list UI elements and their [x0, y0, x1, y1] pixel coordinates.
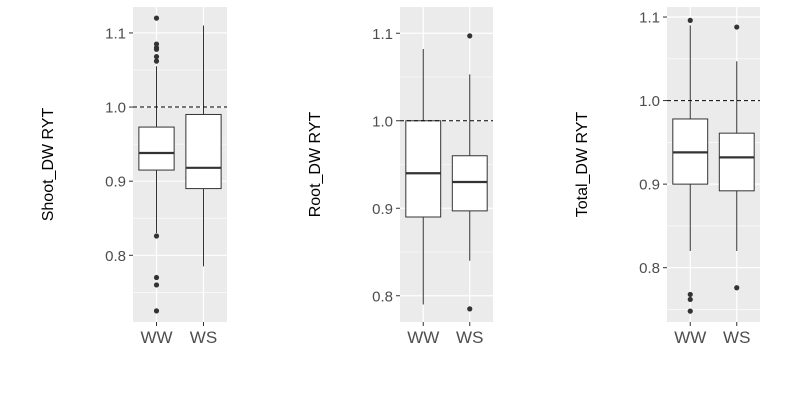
x-tick-label-ww: WW — [140, 328, 172, 347]
outlier-point — [153, 54, 160, 60]
box-ww — [405, 49, 442, 305]
outlier-point — [467, 33, 473, 39]
iqr-box — [451, 155, 488, 212]
y-tick-label: 1.0 — [639, 93, 660, 110]
y-tick-label: 0.9 — [105, 174, 126, 191]
x-tick-label-ww: WW — [674, 328, 706, 347]
y-tick-label: 1.1 — [372, 26, 393, 43]
box-ws — [185, 25, 222, 267]
y-axis-label: Total_DW RYT — [574, 112, 591, 218]
outlier-point — [153, 233, 160, 239]
box-ww — [672, 17, 709, 314]
outlier-point — [734, 285, 740, 291]
outlier-point — [153, 274, 160, 281]
x-tick-label-ws: WS — [190, 328, 217, 347]
panel-2: 0.8 0.9 1.0 1.1 WW WS Root_DW RYT — [307, 7, 493, 347]
outlier-point — [687, 17, 693, 23]
outlier-point — [687, 296, 693, 303]
y-tick-label: 1.0 — [105, 100, 126, 117]
outlier-point — [153, 15, 160, 21]
y-tick-label: 1.1 — [639, 10, 660, 27]
outlier-point — [153, 41, 160, 47]
y-tick-label: 1.1 — [105, 25, 126, 42]
panel-1: 0.8 0.9 1.0 1.1 WW WS Shoot_DW RYT — [40, 7, 227, 347]
outlier-point — [687, 308, 693, 314]
x-tick-label-ws: WS — [723, 328, 750, 347]
y-axis-label: Shoot_DW RYT — [40, 108, 57, 222]
y-tick-label: 0.8 — [372, 288, 393, 305]
outlier-point — [153, 58, 160, 64]
iqr-box — [138, 126, 175, 171]
box-ww — [138, 15, 175, 314]
y-tick-label: 0.8 — [639, 260, 660, 277]
outlier-point — [467, 306, 473, 312]
y-axis-label: Root_DW RYT — [307, 112, 324, 218]
y-tick-label: 0.8 — [105, 248, 126, 265]
outlier-point — [153, 46, 160, 52]
iqr-box — [405, 120, 442, 218]
iqr-box — [185, 113, 222, 190]
panel-3: 0.8 0.9 1.0 1.1 WW WS Total_DW RYT — [574, 7, 760, 347]
outlier-point — [153, 308, 160, 314]
x-tick-label-ws: WS — [456, 328, 483, 347]
x-tick-label-ww: WW — [407, 328, 439, 347]
box-ws — [451, 33, 488, 312]
outlier-point — [687, 291, 693, 298]
iqr-box — [718, 132, 755, 192]
y-tick-label: 0.9 — [639, 177, 660, 194]
outlier-point — [153, 282, 160, 288]
y-tick-label: 1.0 — [372, 113, 393, 130]
outlier-point — [734, 24, 740, 30]
box-ws — [718, 24, 755, 291]
y-tick-label: 0.9 — [372, 201, 393, 218]
